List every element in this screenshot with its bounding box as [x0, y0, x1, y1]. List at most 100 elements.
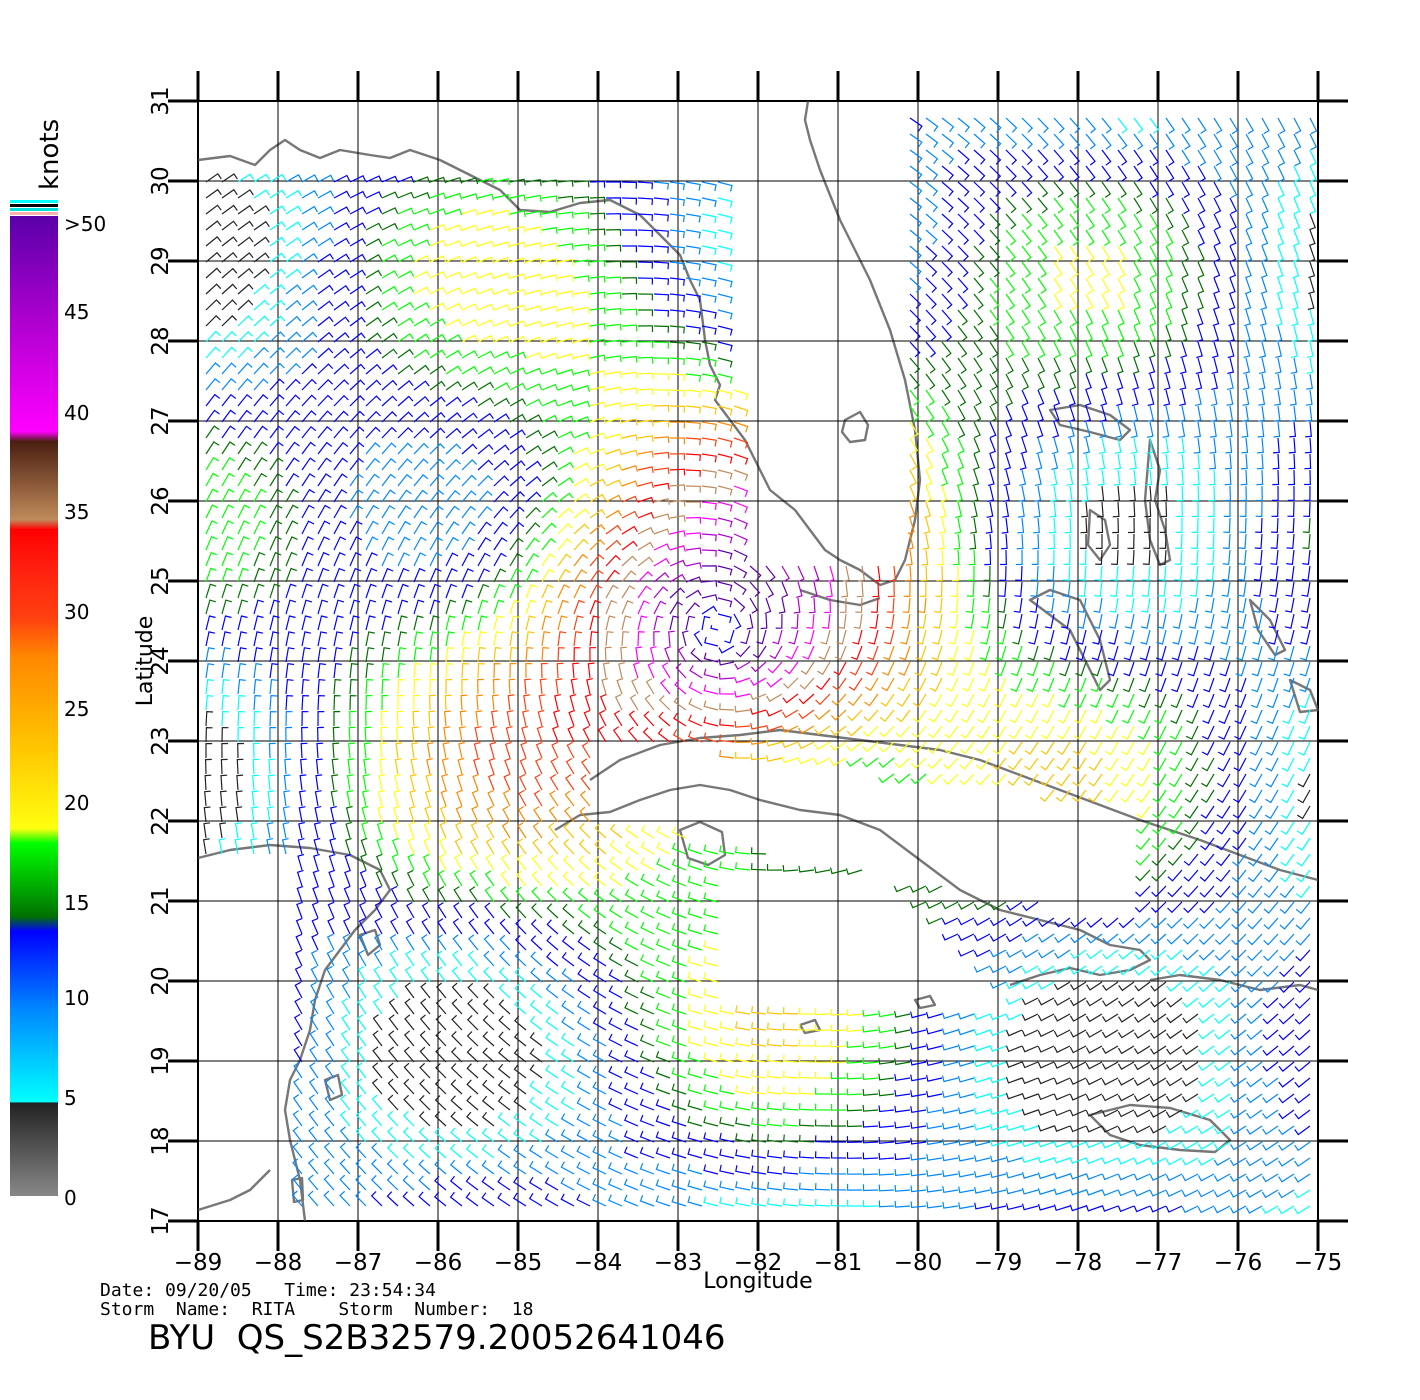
wind-barb: [566, 741, 575, 759]
wind-barb: [1232, 837, 1247, 851]
wind-barb: [653, 482, 670, 490]
wind-barb: [397, 615, 408, 631]
wind-barb: [301, 551, 314, 567]
wind-barb: [573, 523, 590, 535]
wind-barb: [461, 474, 477, 487]
wind-barb: [333, 269, 350, 279]
wind-barb: [864, 693, 879, 707]
wind-barb: [1083, 421, 1091, 439]
wind-barb: [593, 871, 607, 887]
wind-barb: [1057, 709, 1071, 724]
wind-barb: [221, 409, 236, 423]
wind-barb: [1236, 645, 1247, 661]
wind-barb: [509, 475, 526, 487]
wind-barb: [986, 501, 994, 518]
lon-tick-label: −81: [814, 1250, 863, 1276]
wind-barb: [429, 239, 447, 247]
wind-barb: [1219, 661, 1231, 677]
wind-barb: [671, 842, 687, 855]
wind-barb: [360, 837, 368, 855]
wind-barb: [565, 757, 575, 775]
wind-barb: [719, 703, 735, 711]
wind-barb: [285, 252, 302, 263]
wind-barb: [822, 613, 831, 629]
wind-barb: [301, 457, 316, 471]
wind-barb: [1062, 565, 1071, 582]
wind-barb: [613, 710, 623, 727]
wind-barb: [1213, 245, 1221, 263]
wind-barb: [917, 613, 927, 629]
wind-barb: [541, 522, 557, 535]
wind-barb: [941, 181, 954, 197]
wind-barb: [429, 552, 443, 567]
wind-barb: [1174, 565, 1183, 581]
wind-barb: [830, 757, 847, 767]
wind-barb: [637, 435, 654, 442]
wind-barb: [637, 356, 654, 364]
wind-barb: [534, 757, 543, 775]
wind-barb: [541, 537, 557, 551]
wind-barb: [317, 631, 328, 647]
file-identifier: BYU QS_S2B32579.20052641046: [148, 1318, 726, 1358]
wind-barb: [361, 821, 368, 839]
wind-barb: [1171, 645, 1183, 661]
wind-barb: [380, 710, 388, 727]
wind-barb: [925, 405, 935, 423]
wind-barb: [343, 901, 351, 919]
wind-barb: [443, 726, 451, 743]
wind-barb: [653, 528, 671, 536]
wind-barb: [237, 472, 251, 487]
lat-tick-label: 30: [148, 166, 174, 195]
wind-barb: [445, 255, 463, 263]
wind-barb: [925, 469, 933, 487]
wind-barb: [441, 773, 448, 791]
wind-barb: [1216, 789, 1231, 804]
wind-barb: [203, 806, 211, 823]
lon-tick-label: −83: [654, 1250, 703, 1276]
wind-barb: [1250, 709, 1263, 725]
wind-barb: [969, 533, 977, 550]
wind-barb: [995, 645, 1007, 661]
wind-barb: [1069, 341, 1077, 359]
wind-barb: [1177, 469, 1184, 486]
wind-barb: [580, 774, 591, 791]
wind-barb: [1234, 693, 1247, 709]
wind-barb: [445, 380, 462, 391]
wind-barb: [1036, 421, 1044, 439]
wind-barb: [237, 694, 246, 711]
wind-barb: [360, 853, 368, 871]
wind-barb: [1265, 757, 1279, 772]
wind-barb: [296, 901, 303, 919]
wind-barb: [1085, 325, 1093, 343]
wind-barb: [1030, 581, 1039, 597]
wind-barb: [378, 774, 386, 791]
wind-barb: [221, 283, 238, 295]
wind-barb: [605, 355, 622, 363]
wind-barb: [557, 321, 575, 329]
wind-barb: [717, 325, 733, 336]
wind-barb: [701, 594, 718, 601]
wind-barb: [413, 239, 431, 247]
wind-barb: [1085, 117, 1097, 134]
wind-barb: [438, 869, 447, 887]
wind-barb: [1277, 117, 1286, 135]
wind-barb: [269, 347, 285, 359]
wind-barb: [1021, 117, 1034, 133]
wind-barb: [237, 441, 252, 455]
wind-barb: [1274, 357, 1282, 374]
wind-barb: [1231, 917, 1247, 930]
wind-barb: [783, 677, 799, 689]
wind-barb: [1005, 133, 1018, 149]
wind-barb: [1299, 677, 1311, 693]
wind-barb: [1134, 901, 1151, 913]
wind-barb: [358, 933, 367, 951]
wind-barb: [493, 662, 501, 679]
wind-barb: [1058, 693, 1071, 708]
wind-barb: [573, 416, 591, 423]
wind-barb: [483, 934, 495, 951]
wind-barb: [313, 853, 320, 871]
wind-barb: [621, 600, 634, 615]
wind-barb: [1145, 469, 1153, 486]
wind-barb: [499, 902, 511, 919]
